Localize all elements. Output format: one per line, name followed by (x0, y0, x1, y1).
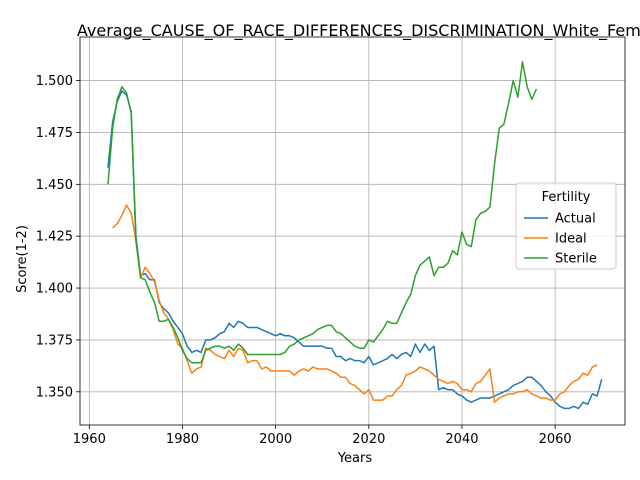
x-tick-label: 2020 (352, 432, 385, 447)
y-tick-label: 1.475 (36, 126, 73, 141)
legend-entries: Actual Ideal Sterile (524, 212, 597, 267)
x-tick-label: 2040 (445, 432, 478, 447)
series-line-ideal (112, 204, 598, 403)
plot-frame (79, 36, 626, 426)
legend-box (515, 182, 617, 270)
chart-title: Average_CAUSE_OF_RACE_DIFFERENCES_DISCRI… (77, 21, 640, 41)
series-lines (107, 61, 603, 410)
legend-label-sterile: Sterile (555, 252, 597, 267)
y-axis: 1.350 1.375 1.400 1.425 1.450 1.475 1.500 (36, 74, 80, 400)
y-axis-label: Score(1-2) (15, 225, 30, 293)
y-tick-label: 1.350 (36, 385, 73, 400)
series-line-actual (107, 90, 603, 410)
legend-label-ideal: Ideal (555, 232, 587, 247)
x-axis-label: Years (337, 451, 373, 466)
y-tick-label: 1.375 (36, 333, 73, 348)
legend: Fertility Actual Ideal Sterile (515, 182, 617, 270)
x-tick-label: 2060 (539, 432, 572, 447)
x-axis: 1960 1980 2000 2020 2040 2060 (73, 425, 572, 447)
y-tick-label: 1.450 (36, 178, 73, 193)
y-tick-label: 1.400 (36, 282, 73, 297)
x-tick-label: 1960 (73, 432, 106, 447)
legend-title: Fertility (542, 190, 591, 205)
series-line-sterile (107, 61, 538, 364)
legend-label-actual: Actual (555, 212, 596, 227)
y-tick-label: 1.425 (36, 230, 73, 245)
x-tick-label: 1980 (166, 432, 199, 447)
x-tick-label: 2000 (259, 432, 292, 447)
y-tick-label: 1.500 (36, 74, 73, 89)
